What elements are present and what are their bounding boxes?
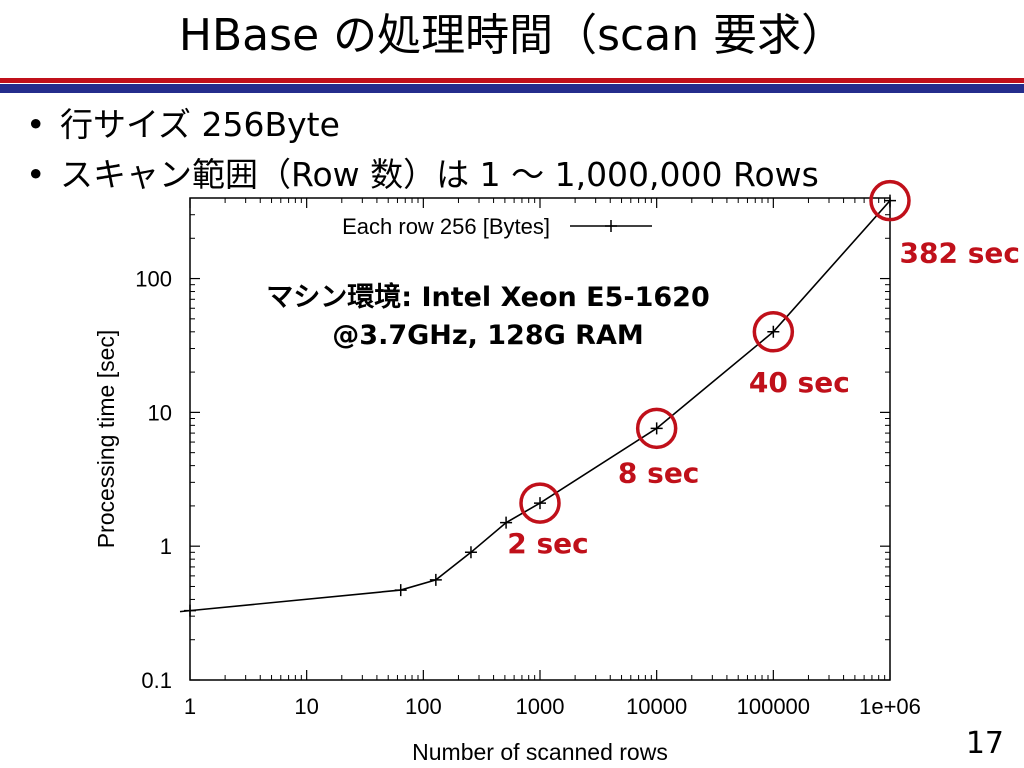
page-number: 17 bbox=[965, 726, 1004, 761]
y-tick-label: 0.1 bbox=[141, 668, 172, 693]
x-tick-label: 1 bbox=[184, 694, 196, 719]
highlight-label: 2 sec bbox=[507, 527, 588, 560]
x-axis-label: Number of scanned rows bbox=[412, 739, 668, 765]
x-tick-label: 10000 bbox=[626, 694, 687, 719]
legend-marker-sample bbox=[605, 220, 617, 232]
bullet-list: 行サイズ 256Byte スキャン範囲（Row 数）は 1 ～ 1,000,00… bbox=[26, 100, 819, 200]
x-tick-label: 10 bbox=[294, 694, 318, 719]
highlight-circle bbox=[519, 482, 561, 524]
title-rule-red bbox=[0, 78, 1024, 83]
machine-annotation-line-1: マシン環境: Intel Xeon E5-1620 bbox=[266, 282, 710, 313]
x-tick-label: 1000 bbox=[516, 694, 565, 719]
data-point-marker bbox=[534, 497, 546, 510]
highlight-label: 382 sec bbox=[900, 237, 1020, 270]
highlight-circle bbox=[752, 311, 795, 353]
data-point-marker bbox=[464, 546, 477, 559]
highlight-label: 40 sec bbox=[749, 366, 850, 399]
data-point-marker bbox=[500, 516, 513, 529]
x-tick-label: 100 bbox=[405, 694, 442, 719]
title-rule-blue bbox=[0, 84, 1024, 93]
y-tick-label: 10 bbox=[148, 400, 172, 425]
highlight-circle bbox=[869, 179, 911, 222]
data-point-marker bbox=[429, 573, 442, 586]
x-tick-label: 100000 bbox=[737, 694, 810, 719]
legend-label: Each row 256 [Bytes] bbox=[342, 214, 550, 239]
x-tick-label: 1e+06 bbox=[859, 694, 921, 719]
highlight-label: 8 sec bbox=[618, 456, 699, 489]
data-point-marker bbox=[767, 325, 780, 338]
data-point-marker bbox=[394, 584, 407, 597]
data-point-marker bbox=[884, 194, 896, 207]
slide-title: HBase の処理時間（scan 要求） bbox=[178, 10, 846, 61]
bullet-scan-range: スキャン範囲（Row 数）は 1 ～ 1,000,000 Rows bbox=[26, 150, 819, 200]
highlight-circle bbox=[635, 407, 678, 450]
data-point-marker bbox=[650, 422, 663, 435]
series-line-extension bbox=[179, 609, 191, 613]
y-tick-label: 100 bbox=[135, 267, 172, 292]
bullet-row-size: 行サイズ 256Byte bbox=[26, 100, 819, 150]
plot-frame bbox=[189, 197, 891, 681]
y-tick-label: 1 bbox=[160, 534, 172, 559]
y-axis-label: Processing time [sec] bbox=[93, 330, 119, 549]
machine-annotation-line-2: @3.7GHz, 128G RAM bbox=[332, 320, 643, 351]
